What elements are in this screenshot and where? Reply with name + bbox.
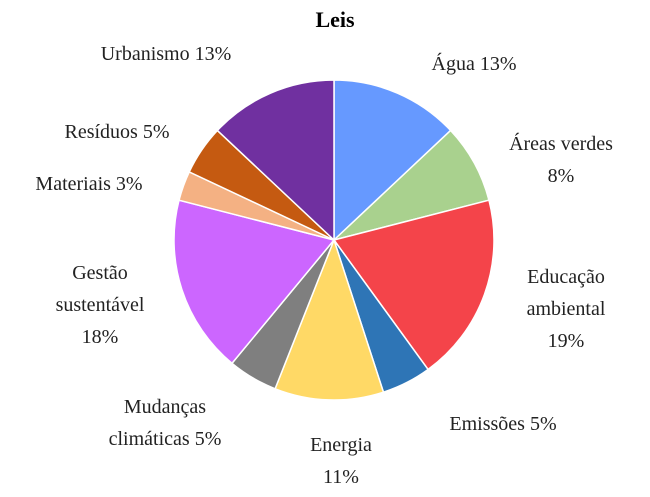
slice-label: Educação ambiental 19% bbox=[527, 266, 606, 352]
slice-label: Energia 11% bbox=[310, 434, 372, 488]
pie-labels: Água 13% Áreas verdes 8% Educação ambiental 1… bbox=[35, 43, 613, 488]
pie-slice bbox=[274, 237, 385, 401]
pie-slice bbox=[333, 79, 452, 242]
slice-label: Resíduos 5% bbox=[65, 121, 170, 143]
slice-label: Urbanismo 13% bbox=[101, 43, 232, 65]
slice-label: Áreas verdes 8% bbox=[509, 132, 613, 187]
slice-label: Água 13% bbox=[432, 52, 517, 75]
slice-label: Gestão sustentável 18% bbox=[56, 262, 145, 348]
slice-label: Materiais 3% bbox=[35, 173, 142, 195]
chart-title: Leis bbox=[315, 7, 355, 32]
pie-slices bbox=[173, 79, 495, 401]
slice-label: Mudanças climáticas 5% bbox=[109, 396, 222, 450]
pie-slice bbox=[173, 199, 336, 365]
slice-label: Emissões 5% bbox=[449, 413, 556, 435]
pie-slice bbox=[332, 199, 495, 371]
pie-slice bbox=[216, 79, 335, 242]
